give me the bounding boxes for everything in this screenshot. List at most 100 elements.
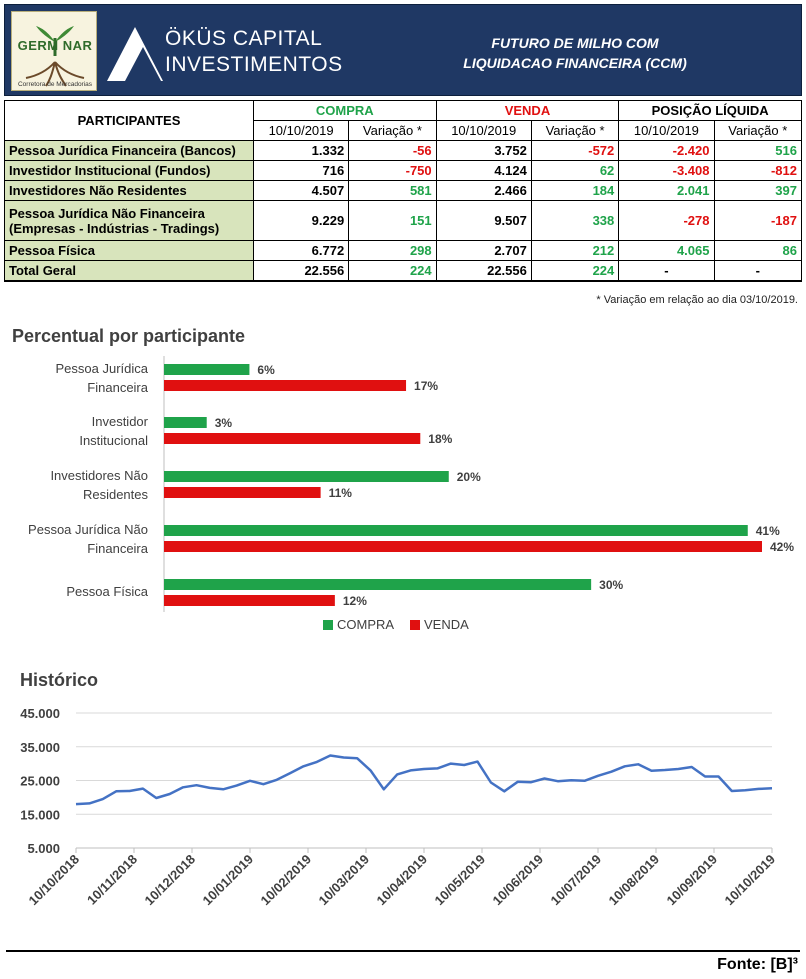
row-label-line: Pessoa Jurídica Não Financeira bbox=[9, 205, 205, 221]
table-cell: -187 bbox=[713, 200, 802, 241]
table-cell: 338 bbox=[530, 200, 620, 241]
category-label: Financeira bbox=[87, 380, 148, 395]
table-row: Pessoa Jurídica Não Financeira (Empresas … bbox=[4, 200, 802, 241]
row-label: Pessoa Física bbox=[4, 240, 254, 261]
table-cell: 581 bbox=[348, 180, 437, 201]
row-label: Investidores Não Residentes bbox=[4, 180, 254, 201]
row-label-line: Investidor Institucional (Fundos) bbox=[9, 163, 211, 178]
bar-chart-title: Percentual por participante bbox=[12, 326, 246, 346]
x-tick-label: 10/10/2018 bbox=[25, 852, 82, 909]
bar-venda bbox=[164, 487, 321, 498]
x-tick-label: 10/03/2019 bbox=[315, 852, 372, 909]
bar-venda bbox=[164, 380, 407, 391]
bar-value-label: 11% bbox=[329, 486, 353, 500]
table-cell: 298 bbox=[348, 240, 437, 261]
group-header-posicao: POSIÇÃO LÍQUIDA bbox=[618, 100, 802, 121]
footer-divider bbox=[6, 950, 800, 952]
category-label: Residentes bbox=[83, 487, 149, 502]
bar-compra bbox=[164, 471, 449, 482]
table-cell: 184 bbox=[530, 180, 620, 201]
history-series-line bbox=[75, 754, 773, 806]
table-cell: 4.507 bbox=[252, 180, 350, 201]
y-tick-label: 5.000 bbox=[27, 841, 60, 856]
sub-header: Variação * bbox=[530, 120, 620, 141]
category-label: Investidores Não bbox=[50, 468, 148, 483]
row-label: Pessoa Jurídica Não Financeira (Empresas … bbox=[4, 200, 254, 241]
table-cell: 224 bbox=[348, 260, 437, 282]
x-tick-label: 10/04/2019 bbox=[373, 852, 430, 909]
bar-venda bbox=[164, 433, 421, 444]
table-cell: 9.507 bbox=[435, 200, 532, 241]
category-label: Pessoa Jurídica bbox=[56, 361, 149, 376]
table-cell: -3.408 bbox=[618, 160, 715, 181]
source-credit: Fonte: [B]³ bbox=[717, 956, 798, 973]
sub-header: Variação * bbox=[348, 120, 437, 141]
bar-chart: Pessoa Jurídica Financeira 6% 17% Investidor… bbox=[28, 356, 794, 632]
bar-value-label: 18% bbox=[428, 432, 452, 446]
table-row: Pessoa Jurídica Financeira (Bancos) 1.332… bbox=[4, 140, 802, 161]
table-cell: 9.229 bbox=[252, 200, 350, 241]
bar-value-label: 12% bbox=[343, 594, 367, 608]
table-cell: 6.772 bbox=[252, 240, 350, 261]
table-cell: 3.752 bbox=[435, 140, 532, 161]
table-cell: 716 bbox=[252, 160, 350, 181]
row-label-line: (Empresas - Indústrias - Tradings) bbox=[9, 220, 220, 236]
bar-venda bbox=[164, 541, 762, 552]
sub-header: 10/10/2019 bbox=[435, 120, 532, 141]
legend-swatch bbox=[410, 620, 420, 630]
row-label: Total Geral bbox=[4, 260, 254, 282]
table-cell: 224 bbox=[530, 260, 620, 282]
legend-swatch bbox=[323, 620, 333, 630]
x-tick-label: 10/09/2019 bbox=[663, 852, 720, 909]
y-tick-label: 45.000 bbox=[20, 706, 60, 721]
table-cell: 2.707 bbox=[435, 240, 532, 261]
table-cell: 22.556 bbox=[252, 260, 350, 282]
header-banner: GERM NAR Corretora de Mercadorias ÖKÜS C… bbox=[4, 4, 802, 96]
category-label: Pessoa Física bbox=[66, 584, 148, 599]
table-cell: 212 bbox=[530, 240, 620, 261]
y-tick-label: 15.000 bbox=[20, 807, 60, 822]
table-cell: 516 bbox=[713, 140, 802, 161]
row-label-line: Pessoa Jurídica Financeira (Bancos) bbox=[9, 143, 236, 158]
line-chart-title: Histórico bbox=[20, 670, 99, 690]
table-cell: 86 bbox=[713, 240, 802, 261]
bar-compra bbox=[164, 579, 592, 590]
x-tick-label: 10/06/2019 bbox=[489, 852, 546, 909]
table-cell: -812 bbox=[713, 160, 802, 181]
legend-label: COMPRA bbox=[337, 617, 394, 632]
bar-value-label: 20% bbox=[457, 470, 481, 484]
category-label: Institucional bbox=[79, 433, 148, 448]
variation-note: * Variação em relação ao dia 03/10/2019. bbox=[596, 294, 798, 306]
bar-value-label: 42% bbox=[770, 540, 794, 554]
table-cell: 4.124 bbox=[435, 160, 532, 181]
category-label: Financeira bbox=[87, 541, 148, 556]
table-row: Pessoa Física 6.772 298 2.707 212 4.065 86 bbox=[4, 240, 802, 261]
participants-table: PARTICIPANTES COMPRA VENDA POSIÇÃO LÍQUI… bbox=[4, 100, 802, 282]
sub-header: 10/10/2019 bbox=[618, 120, 715, 141]
x-tick-label: 10/08/2019 bbox=[605, 852, 662, 909]
table-cell: 62 bbox=[530, 160, 620, 181]
table-cell: 4.065 bbox=[618, 240, 715, 261]
plant-icon bbox=[25, 26, 85, 87]
table-cell: -56 bbox=[348, 140, 437, 161]
bar-value-label: 41% bbox=[756, 524, 780, 538]
table-cell: 151 bbox=[348, 200, 437, 241]
category-label: Pessoa Jurídica Não bbox=[28, 522, 148, 537]
table-cell: - bbox=[618, 260, 715, 282]
x-tick-label: 10/11/2018 bbox=[84, 852, 140, 908]
table-cell: -750 bbox=[348, 160, 437, 181]
table-cell: 1.332 bbox=[252, 140, 350, 161]
sub-header: Variação * bbox=[713, 120, 802, 141]
table-row: Investidor Institucional (Fundos) 716 -750… bbox=[4, 160, 802, 181]
report-title-line2: LIQUIDACAO FINANCEIRA (CCM) bbox=[463, 55, 687, 71]
x-tick-label: 10/05/2019 bbox=[431, 852, 488, 909]
germinar-logo: GERM NAR Corretora de Mercadorias bbox=[11, 11, 97, 91]
bar-venda bbox=[164, 595, 335, 606]
row-label-line: Total Geral bbox=[9, 262, 76, 278]
table-row: Investidores Não Residentes 4.507 581 2.466… bbox=[4, 180, 802, 201]
brand-name-line1: ÖKÜS CAPITAL bbox=[165, 27, 323, 50]
sub-header: 10/10/2019 bbox=[252, 120, 350, 141]
participants-header: PARTICIPANTES bbox=[4, 100, 254, 141]
logo-text: GERM NAR bbox=[17, 38, 93, 53]
table-cell: 2.466 bbox=[435, 180, 532, 201]
